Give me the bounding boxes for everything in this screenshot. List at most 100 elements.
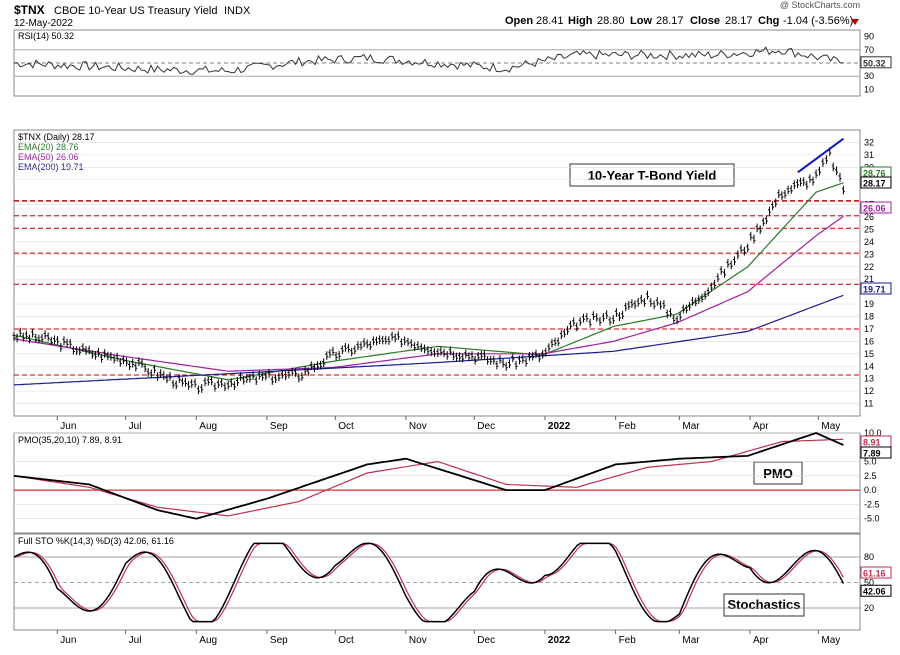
date-axis-top-label-Sep: Sep [270, 421, 288, 432]
rsi-line [13, 46, 844, 75]
date-axis-top-label-Aug: Aug [199, 421, 217, 432]
sto-k-line [13, 542, 845, 623]
rsi-tick-10: 10 [864, 84, 874, 94]
price-panel: $TNX (Daily) 28.17 EMA(20) 28.76 EMA(50)… [12, 129, 892, 417]
price-tick-22: 22 [864, 262, 874, 272]
pmo-tick-2.5: 2.5 [864, 471, 877, 481]
pmo-panel: PMO(35,20,10) 7.89, 8.91 PMO 10.0 5.0 2.5 0… [13, 428, 892, 534]
ema-line-200 [13, 294, 844, 386]
price-value-tag-2-box [860, 201, 892, 214]
pmo-line [13, 432, 844, 520]
price-tick-13: 13 [864, 374, 874, 384]
date-axis-bottom-label-2022: 2022 [548, 635, 571, 646]
stochastics-frame [13, 533, 861, 631]
price-tick-18: 18 [864, 312, 874, 322]
header-name: CBOE 10-Year US Treasury Yield [54, 5, 217, 17]
date-axis-bottom-label-Dec: Dec [477, 635, 495, 646]
price-tick-14: 14 [864, 361, 874, 371]
date-axis-top-label-2022: 2022 [548, 421, 571, 432]
date-axis-top-label-Nov: Nov [409, 421, 427, 432]
trend-line [797, 137, 845, 174]
sto-value-tag-k-box [860, 584, 892, 597]
date-axis-top-label-Jun: Jun [60, 421, 76, 432]
date-axis-bottom-label-Sep: Sep [270, 635, 288, 646]
rsi-value-tag-box [860, 56, 892, 69]
date-axis-top-label-Dec: Dec [477, 421, 495, 432]
header-date: 12-May-2022 [14, 18, 73, 29]
ohlc-summary: Open 28.41 High 28.80 Low 28.17 Close 28… [505, 15, 853, 27]
date-axis-bottom-label-Oct: Oct [338, 635, 354, 646]
date-axis-bottom-label-Nov: Nov [409, 635, 427, 646]
sto-value-tag-k: 42.06 [863, 587, 886, 597]
sto-value-tag-d: 61.16 [863, 569, 886, 579]
pmo-annotation-box [753, 461, 803, 485]
pmo-annotation-label: PMO [763, 466, 793, 481]
pmo-signal-line [13, 438, 844, 517]
pmo-value-tag-signal: 8.91 [863, 438, 881, 448]
price-legend-tnx: $TNX (Daily) 28.17 [18, 132, 95, 142]
price-tick-21: 21 [864, 274, 874, 284]
pmo-tick-10.0: 10.0 [864, 428, 882, 438]
low-label: Low [630, 15, 652, 27]
stochastics-annotation-label: Stochastics [728, 597, 801, 612]
price-value-tag-1-box [860, 176, 892, 189]
rsi-value-tag: 50.32 [863, 58, 886, 68]
price-tick-19: 19 [864, 299, 874, 309]
date-axis-bottom-label-Aug: Aug [199, 635, 217, 646]
price-annotation-box [569, 163, 735, 187]
stochastics-annotation-box [723, 593, 805, 617]
price-value-tag-0: 28.76 [863, 169, 886, 179]
date-axis-bottom-label-Feb: Feb [619, 635, 637, 646]
sto-tick-50: 50 [864, 578, 874, 588]
price-legend-ema20: EMA(20) 28.76 [18, 142, 79, 152]
price-tick-12: 12 [864, 386, 874, 396]
price-value-tag-3: 19.71 [863, 285, 886, 295]
price-tick-24: 24 [864, 237, 874, 247]
close-value: 28.17 [725, 15, 753, 27]
date-axis-top-label-Mar: Mar [682, 421, 700, 432]
price-value-tag-1: 28.17 [863, 179, 886, 189]
price-tick-31: 31 [864, 150, 874, 160]
date-axis-bottom: Jun Jul Aug Sep Oct Nov Dec 2022 Feb Mar Apr May [56, 630, 840, 646]
chg-label: Chg [758, 15, 779, 27]
close-label: Close [690, 15, 720, 27]
date-axis-top-label-Jul: Jul [129, 421, 142, 432]
sto-tick-80: 80 [864, 552, 874, 562]
high-value: 28.80 [597, 15, 625, 27]
pmo-tick--5.0: -5.0 [864, 514, 880, 524]
pmo-frame [13, 432, 861, 534]
watermark: @ StockCharts.com [780, 0, 860, 10]
date-axis-bottom-label-Mar: Mar [682, 635, 700, 646]
rsi-tick-90: 90 [864, 32, 874, 42]
chg-value: -1.04 (-3.56%) [783, 15, 853, 27]
price-legend-ema50: EMA(50) 26.06 [18, 152, 79, 162]
open-label: Open [505, 15, 533, 27]
date-axis-bottom-label-May: May [821, 635, 840, 646]
pmo-value-tag-pmo: 7.89 [863, 449, 881, 459]
price-tick-25: 25 [864, 224, 874, 234]
price-value-tag-3-box [860, 282, 892, 295]
price-tick-16: 16 [864, 336, 874, 346]
price-tick-32: 32 [864, 137, 874, 147]
date-axis-top-label-Oct: Oct [338, 421, 354, 432]
price-tick-17: 17 [864, 324, 874, 334]
price-tick-26: 26 [864, 212, 874, 222]
rsi-legend: RSI(14) 50.32 [18, 31, 74, 41]
rsi-tick-30: 30 [864, 71, 874, 81]
price-tick-15: 15 [864, 349, 874, 359]
date-axis-bottom-label-Jul: Jul [129, 635, 142, 646]
ema-line-50 [13, 215, 844, 372]
stochastics-legend: Full STO %K(14,3) %D(3) 42.06, 61.16 [18, 536, 174, 546]
date-axis-bottom-label-Jun: Jun [60, 635, 76, 646]
date-axis-top: Jun Jul Aug Sep Oct Nov Dec 2022 Feb Mar Apr May [56, 416, 840, 432]
price-annotation-label: 10-Year T-Bond Yield [588, 168, 717, 183]
date-axis-top-label-Feb: Feb [619, 421, 637, 432]
price-legend-ema200: EMA(200) 19.71 [18, 162, 84, 172]
price-tick-11: 11 [864, 399, 873, 409]
high-label: High [568, 15, 593, 27]
price-tick-23: 23 [864, 249, 874, 259]
date-axis-bottom-label-Apr: Apr [753, 635, 769, 646]
pmo-tick-5.0: 5.0 [864, 457, 877, 467]
